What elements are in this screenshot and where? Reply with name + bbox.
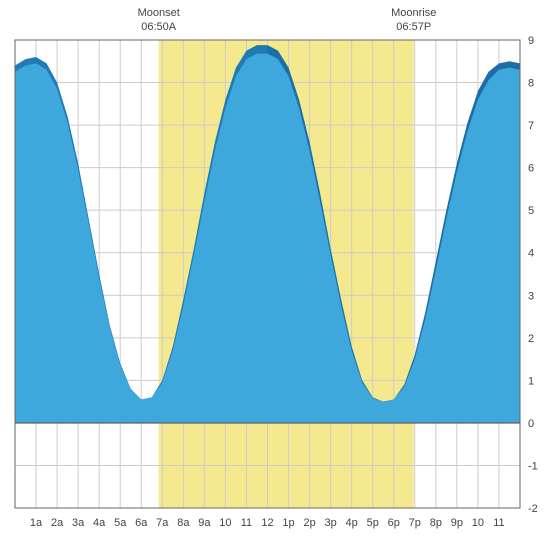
- x-tick-label: 7p: [409, 517, 421, 529]
- moonset-time: 06:50A: [141, 21, 177, 33]
- x-tick-label: 6p: [388, 517, 400, 529]
- x-tick-label: 9p: [451, 517, 463, 529]
- y-tick-label: -2: [528, 503, 538, 515]
- y-tick-label: 3: [528, 290, 534, 302]
- y-tick-label: 6: [528, 163, 534, 175]
- x-tick-label: 3p: [325, 517, 337, 529]
- x-tick-label: 8p: [430, 517, 442, 529]
- x-tick-label: 1p: [282, 517, 294, 529]
- moonset-title: Moonset: [138, 7, 180, 19]
- tide-chart: -2-101234567891a2a3a4a5a6a7a8a9a1011121p…: [0, 0, 550, 550]
- y-tick-label: 8: [528, 78, 534, 90]
- x-tick-label: 2p: [303, 517, 315, 529]
- x-tick-label: 11: [493, 517, 504, 529]
- y-tick-label: 4: [528, 248, 534, 260]
- x-tick-label: 1a: [30, 517, 43, 529]
- chart-svg: -2-101234567891a2a3a4a5a6a7a8a9a1011121p…: [0, 0, 550, 550]
- x-tick-label: 11: [241, 517, 252, 529]
- y-tick-label: 1: [528, 375, 534, 387]
- moonrise-time: 06:57P: [396, 21, 431, 33]
- x-tick-label: 10: [219, 517, 231, 529]
- x-tick-label: 3a: [72, 517, 85, 529]
- y-tick-label: 0: [528, 418, 534, 430]
- x-tick-label: 12: [261, 517, 273, 529]
- tide-light-area: [15, 54, 520, 423]
- x-tick-label: 5p: [367, 517, 379, 529]
- x-tick-label: 2a: [51, 517, 64, 529]
- moonrise-title: Moonrise: [391, 7, 436, 19]
- x-tick-label: 6a: [135, 517, 148, 529]
- x-tick-label: 7a: [156, 517, 169, 529]
- y-tick-label: 9: [528, 35, 534, 47]
- x-tick-label: 10: [472, 517, 484, 529]
- x-tick-label: 4a: [93, 517, 106, 529]
- y-tick-label: -1: [528, 460, 538, 472]
- y-tick-label: 7: [528, 120, 534, 132]
- x-tick-label: 8a: [177, 517, 190, 529]
- y-tick-label: 2: [528, 333, 534, 345]
- x-tick-label: 9a: [198, 517, 211, 529]
- x-tick-label: 5a: [114, 517, 127, 529]
- x-tick-label: 4p: [346, 517, 358, 529]
- y-tick-label: 5: [528, 205, 534, 217]
